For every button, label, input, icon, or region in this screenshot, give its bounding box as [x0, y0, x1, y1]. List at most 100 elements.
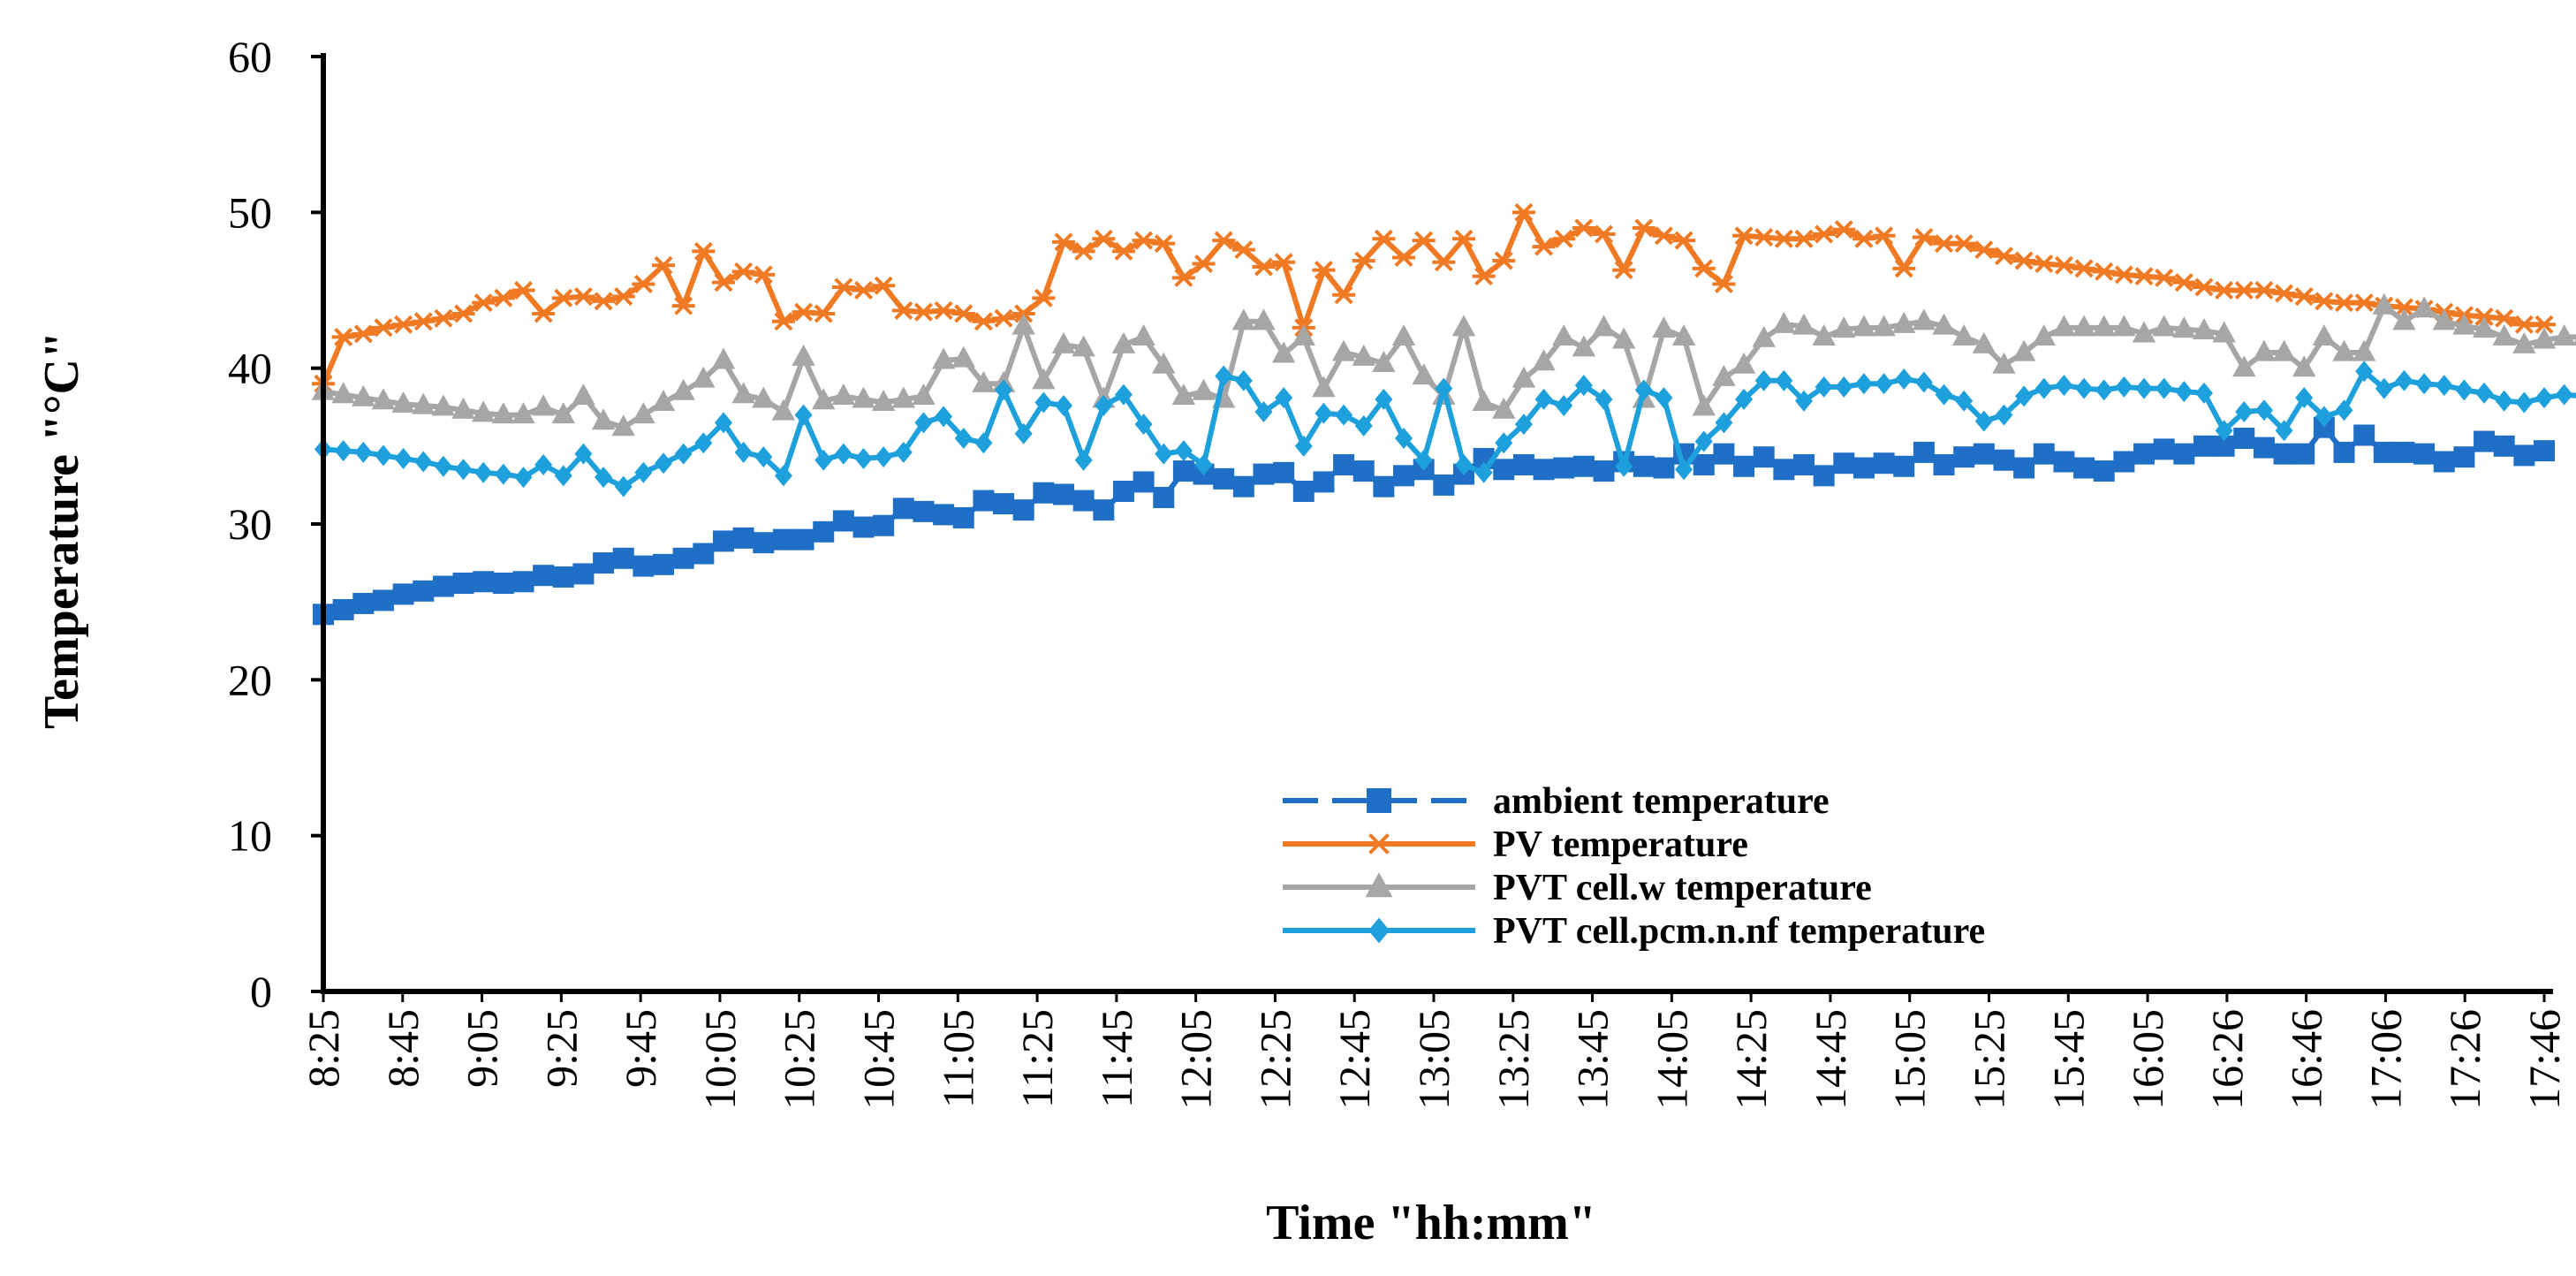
- data-point: [591, 408, 616, 430]
- data-point: [871, 390, 896, 412]
- data-point: [1372, 350, 1396, 372]
- data-point: [1375, 388, 1393, 410]
- data-point: [872, 276, 896, 295]
- data-point: [2092, 262, 2116, 281]
- data-point: [1672, 231, 1696, 250]
- data-point: [852, 516, 875, 538]
- y-tick-label: 20: [228, 655, 272, 704]
- data-point: [1174, 440, 1193, 462]
- data-point: [1852, 315, 1876, 337]
- data-point: [1275, 387, 1293, 409]
- data-point: [2254, 399, 2273, 422]
- data-point: [831, 277, 855, 297]
- data-point: [371, 318, 395, 338]
- data-point: [1914, 371, 1933, 393]
- x-tick-label: 10:05: [695, 1009, 745, 1110]
- data-point: [1451, 315, 1476, 337]
- data-point: [1171, 268, 1195, 287]
- data-point: [671, 296, 695, 315]
- data-point: [412, 392, 436, 414]
- x-tick-label: 8:25: [299, 1009, 348, 1088]
- data-point: [1052, 232, 1075, 252]
- data-point: [2072, 259, 2096, 278]
- data-point: [1792, 229, 1815, 248]
- data-point: [1395, 428, 1413, 450]
- data-point: [1271, 341, 1296, 363]
- data-point: [912, 384, 936, 406]
- x-tick-label: 11:05: [933, 1009, 982, 1108]
- data-point: [875, 446, 893, 468]
- data-point: [2392, 298, 2416, 317]
- data-point: [2495, 390, 2513, 412]
- data-point: [1093, 499, 1115, 521]
- data-point: [1752, 325, 1776, 347]
- data-point: [2175, 381, 2193, 403]
- data-point: [2212, 280, 2236, 300]
- data-point: [1615, 455, 1633, 477]
- data-point: [572, 287, 595, 307]
- data-point: [2173, 443, 2195, 465]
- data-point: [2572, 338, 2576, 346]
- data-point: [2133, 267, 2156, 286]
- data-point: [891, 300, 915, 320]
- data-point: [792, 528, 814, 551]
- data-point: [832, 510, 854, 532]
- data-point: [1312, 376, 1336, 398]
- data-point: [894, 441, 913, 463]
- data-point: [2012, 339, 2036, 361]
- data-point: [1213, 467, 1235, 490]
- data-point: [1352, 344, 1375, 366]
- data-point: [1872, 315, 1896, 337]
- data-point: [1775, 369, 1793, 391]
- x-tick-label: 15:05: [1885, 1009, 1935, 1110]
- data-point: [2075, 377, 2094, 399]
- x-tick-label: 8:45: [378, 1009, 428, 1088]
- data-point: [672, 547, 694, 569]
- data-point: [892, 497, 914, 520]
- data-point: [1512, 453, 1534, 475]
- data-point: [412, 312, 436, 331]
- data-point: [612, 547, 634, 569]
- data-point: [1132, 231, 1155, 250]
- data-point: [794, 404, 813, 426]
- data-point: [1735, 388, 1754, 410]
- legend-item: PV temperature: [1283, 824, 1748, 865]
- data-point: [935, 406, 953, 428]
- data-point: [2292, 287, 2316, 307]
- data-point: [2532, 327, 2557, 349]
- data-point: [1913, 441, 1935, 463]
- data-point: [1873, 452, 1895, 475]
- data-point: [2212, 321, 2236, 343]
- x-tick-label: 12:25: [1250, 1009, 1299, 1110]
- x-tick-label: 15:25: [1965, 1009, 2014, 1110]
- data-point: [1391, 324, 1416, 346]
- data-point: [1333, 453, 1355, 475]
- data-point: [1074, 449, 1093, 471]
- data-point: [633, 555, 655, 577]
- data-point: [2193, 435, 2215, 457]
- data-point: [551, 402, 575, 424]
- data-point: [1495, 432, 1513, 454]
- data-point: [1134, 414, 1153, 436]
- data-point: [532, 304, 556, 323]
- data-point: [494, 463, 512, 485]
- data-point: [653, 553, 675, 575]
- data-point: [2032, 324, 2056, 346]
- data-point: [552, 566, 574, 588]
- data-point: [1992, 247, 2016, 266]
- data-point: [1611, 327, 1636, 349]
- series-3: [314, 361, 2576, 497]
- data-point: [752, 386, 776, 408]
- data-point: [473, 571, 495, 593]
- data-point: [2355, 361, 2374, 383]
- data-point: [1972, 240, 1996, 260]
- data-point: [2275, 420, 2293, 442]
- data-point: [1014, 422, 1033, 444]
- data-point: [1152, 352, 1176, 374]
- data-point: [2232, 280, 2256, 300]
- data-point: [674, 443, 693, 465]
- data-point: [595, 467, 613, 489]
- data-point: [1152, 234, 1176, 254]
